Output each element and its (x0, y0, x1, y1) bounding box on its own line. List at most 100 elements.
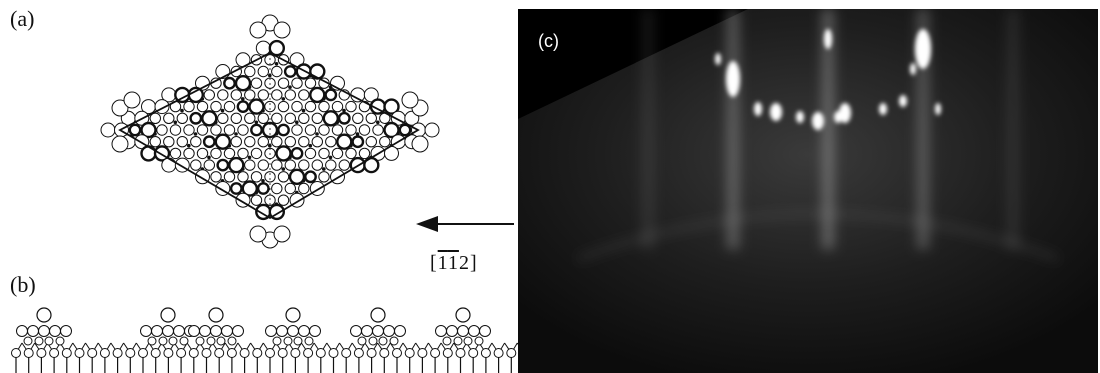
atom (217, 112, 229, 125)
atom (149, 136, 162, 148)
atom (273, 225, 291, 243)
atom (201, 348, 212, 358)
atom (290, 146, 304, 160)
atom (290, 348, 301, 358)
kikuchi-arc (577, 212, 1059, 261)
atom (163, 348, 174, 358)
atom (250, 147, 263, 160)
panel-a-label: (a) (10, 6, 35, 31)
atom (183, 124, 195, 136)
small-atom (220, 108, 225, 113)
atom (162, 325, 174, 337)
small-atom (301, 108, 306, 113)
atom (318, 147, 330, 160)
atom (338, 159, 350, 171)
atom (176, 348, 187, 358)
atom (49, 325, 61, 337)
atom (250, 123, 263, 137)
atom (257, 89, 270, 101)
atom (179, 336, 189, 346)
atom (463, 336, 473, 346)
atom (217, 89, 229, 101)
atom (370, 307, 386, 323)
atom (480, 348, 491, 358)
atom (36, 307, 52, 323)
atom (277, 100, 290, 113)
atom (257, 159, 270, 171)
atom (268, 39, 286, 57)
direction-arrow-icon (416, 216, 514, 232)
small-atom (187, 143, 191, 148)
crystal-direction-label: [112] (430, 252, 478, 274)
atom (214, 348, 225, 358)
atom (265, 348, 275, 358)
atom (383, 98, 400, 115)
atom (195, 336, 205, 346)
atom (411, 135, 429, 153)
rheed-diffraction-pattern (518, 9, 1098, 373)
small-atom (335, 120, 340, 125)
atom (404, 348, 415, 358)
atom (16, 325, 28, 337)
atom (34, 336, 44, 346)
atom (287, 325, 299, 337)
atom (298, 89, 310, 101)
small-atom (241, 97, 245, 101)
atom (163, 136, 175, 148)
atom (271, 89, 283, 101)
diffraction-spot (910, 63, 916, 75)
atom (435, 325, 447, 337)
diffraction-spot (915, 29, 931, 69)
atom (125, 348, 136, 358)
atom (244, 159, 256, 171)
atom (291, 124, 303, 136)
atom (318, 124, 330, 136)
atom (202, 135, 216, 149)
small-atom (274, 132, 279, 136)
atom (257, 136, 270, 148)
diffraction-spot (726, 61, 740, 97)
atom (283, 336, 293, 346)
atom (309, 63, 326, 80)
atom (140, 145, 157, 162)
atom (457, 325, 469, 337)
atom (474, 336, 484, 346)
atom (358, 147, 371, 160)
atom (210, 171, 222, 183)
small-atom (281, 167, 286, 171)
atom (284, 159, 297, 171)
atom (257, 112, 270, 125)
atom (365, 136, 377, 148)
atom (138, 348, 148, 358)
atom (352, 112, 364, 125)
atom (358, 124, 371, 136)
atom (336, 133, 353, 150)
atom (304, 124, 317, 136)
diffraction-spot (754, 102, 762, 116)
atom (244, 89, 256, 101)
atom (203, 89, 216, 101)
atom (417, 348, 428, 358)
atom (223, 124, 236, 136)
small-atom (214, 120, 218, 125)
atom (123, 91, 141, 109)
atom (318, 171, 330, 183)
atom (325, 136, 337, 148)
atom (324, 88, 338, 102)
atom (208, 307, 224, 323)
small-atom (254, 120, 259, 125)
atom (223, 76, 236, 90)
atom (188, 348, 199, 358)
atom (190, 136, 202, 148)
small-atom (376, 120, 380, 125)
atom (401, 91, 419, 109)
atom (140, 325, 152, 337)
atom (389, 336, 399, 346)
atom (311, 112, 324, 125)
atom (277, 348, 288, 358)
atom (160, 307, 176, 323)
atom (176, 112, 189, 125)
atom (446, 325, 458, 337)
atom (304, 336, 314, 346)
atom (147, 336, 157, 346)
